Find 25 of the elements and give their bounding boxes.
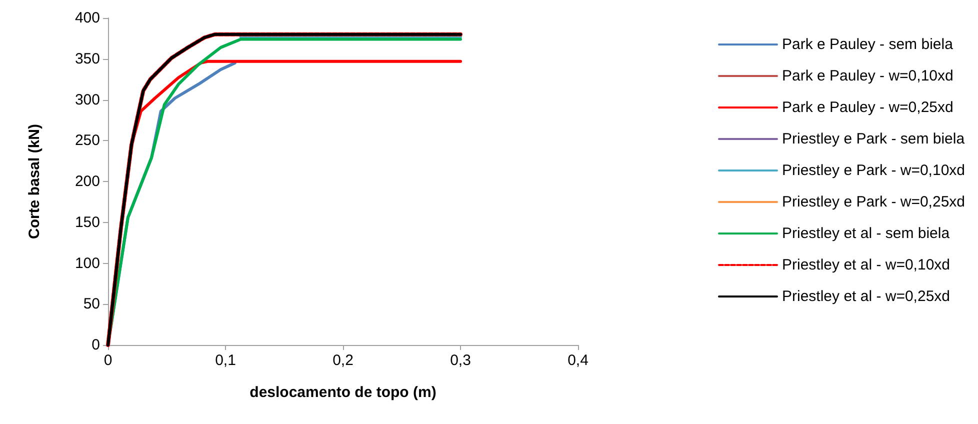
legend-label: Park e Pauley - w=0,25xd: [782, 99, 954, 116]
legend-label: Priestley e Park - w=0,25xd: [782, 194, 966, 210]
x-tick-label: 0,2: [332, 352, 354, 369]
x-tick-label: 0: [104, 352, 112, 369]
y-tick-label: 100: [74, 254, 100, 272]
legend-label: Priestley e Park - w=0,10xd: [782, 162, 966, 179]
legend-label: Priestley e Park - sem biela: [782, 130, 966, 148]
y-tick-label: 300: [74, 91, 100, 108]
x-tick-label: 0,1: [215, 352, 236, 369]
x-tick-label: 0,3: [450, 352, 471, 369]
legend-label: Priestley et al - sem biela: [782, 225, 950, 242]
y-tick-label: 400: [74, 10, 100, 26]
legend-label: Park e Pauley - w=0,10xd: [782, 68, 954, 84]
y-tick-label: 350: [74, 50, 100, 68]
x-tick-label: 0,4: [568, 352, 588, 369]
legend-label: Priestley et al - w=0,25xd: [782, 288, 950, 305]
y-tick-label: 250: [74, 132, 100, 150]
legend-label: Park e Pauley - sem biela: [782, 36, 954, 53]
y-tick-label: 150: [74, 214, 100, 231]
y-axis-title: Corte basal (kN): [26, 124, 43, 240]
y-tick-label: 0: [92, 336, 100, 354]
legend-label: Priestley et al - w=0,10xd: [782, 256, 950, 274]
y-tick-label: 50: [83, 296, 100, 313]
y-tick-label: 200: [74, 173, 100, 190]
x-axis-title: deslocamento de topo (m): [250, 384, 436, 401]
